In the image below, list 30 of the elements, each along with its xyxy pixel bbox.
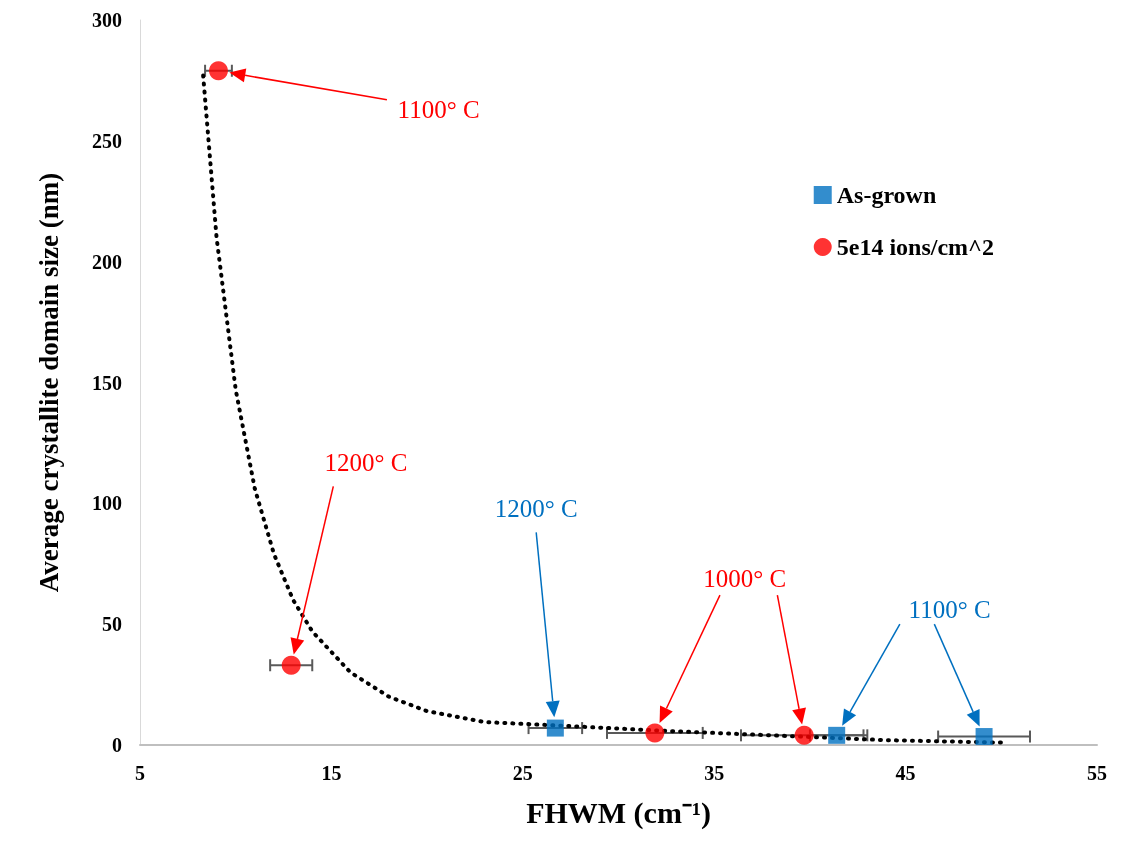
x-tick-label: 55 xyxy=(1087,762,1107,784)
y-tick-label: 50 xyxy=(102,613,122,636)
legend-label: 5e14 ions/cm^2 xyxy=(836,234,994,260)
x-tick-label: 15 xyxy=(321,762,342,784)
point xyxy=(828,726,846,744)
point xyxy=(546,719,564,737)
y-tick-label: 100 xyxy=(92,492,122,515)
y-tick-label: 300 xyxy=(92,9,122,31)
x-tick-label: 35 xyxy=(704,762,725,784)
x-tick-label: 5 xyxy=(135,762,145,784)
point xyxy=(645,723,665,743)
x-axis-title: FHWM (cm⁻¹) xyxy=(526,795,711,830)
line-series xyxy=(201,73,1004,745)
point xyxy=(975,728,993,746)
annotation: 1200° C xyxy=(324,448,408,476)
x-tick-label: 25 xyxy=(512,762,533,784)
point xyxy=(281,655,301,675)
y-axis-title: Average crystallite domain size (nm) xyxy=(33,172,64,593)
y-tick-label: 200 xyxy=(92,250,122,273)
annotation: 1100° C xyxy=(397,95,480,123)
x-tick-label: 45 xyxy=(895,762,916,784)
legend-label: As-grown xyxy=(836,182,937,208)
point xyxy=(794,725,814,745)
y-tick-label: 0 xyxy=(112,734,122,756)
annotation: 1100° C xyxy=(908,596,991,624)
y-tick-label: 250 xyxy=(92,129,122,152)
point xyxy=(208,61,228,81)
y-tick-label: 150 xyxy=(92,371,122,394)
annotation: 1000° C xyxy=(703,564,787,592)
annotation: 1200° C xyxy=(494,494,578,522)
